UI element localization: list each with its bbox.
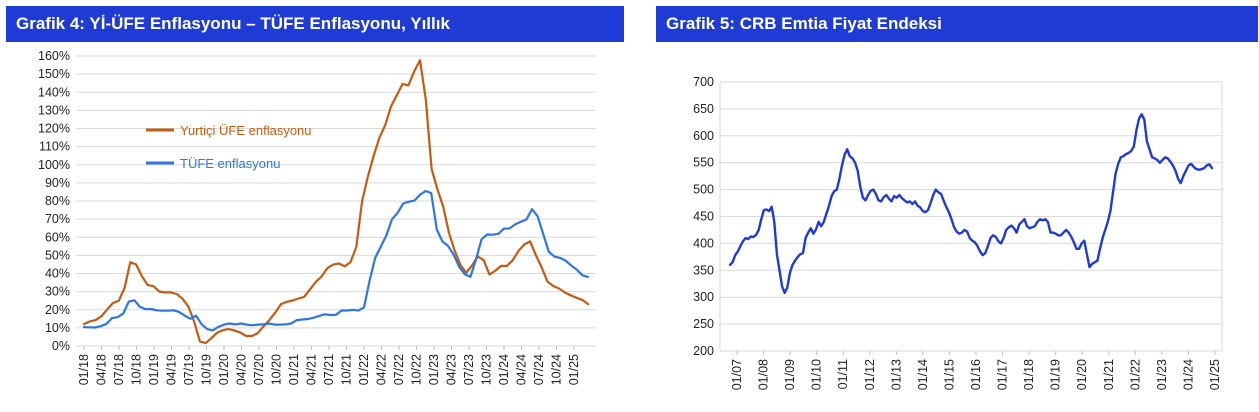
x-tick-label: 01/18 [1022, 359, 1036, 390]
x-tick-label: 04/20 [235, 354, 249, 385]
x-tick-label: 01/25 [567, 354, 581, 385]
x-tick-label: 01/15 [942, 359, 956, 390]
x-tick-label: 10/21 [340, 354, 354, 385]
y-tick-label: 160% [38, 49, 70, 63]
y-tick-label: 60% [45, 230, 70, 244]
y-tick-label: 200 [693, 344, 714, 358]
x-tick-label: 01/19 [1049, 359, 1063, 390]
x-tick-label: 01/08 [757, 359, 771, 390]
x-tick-label: 07/20 [252, 354, 266, 385]
x-tick-label: 04/19 [165, 354, 179, 385]
x-tick-label: 04/22 [375, 354, 389, 385]
y-tick-label: 20% [45, 303, 70, 317]
y-tick-label: 0% [52, 339, 70, 353]
x-tick-label: 01/09 [783, 359, 797, 390]
x-tick-label: 01/23 [1155, 359, 1169, 390]
y-tick-label: 40% [45, 267, 70, 281]
x-tick-label: 07/19 [182, 354, 196, 385]
x-tick-label: 01/19 [147, 354, 161, 385]
x-tick-label: 01/18 [77, 354, 91, 385]
y-tick-label: 130% [38, 103, 70, 117]
legend-label: TÜFE enflasyonu [180, 156, 280, 171]
x-tick-label: 01/21 [1102, 359, 1116, 390]
y-tick-label: 50% [45, 248, 70, 262]
y-tick-label: 250 [693, 317, 714, 331]
y-tick-label: 90% [45, 176, 70, 190]
series-line-1 [728, 113, 1214, 295]
x-tick-label: 04/21 [305, 354, 319, 385]
y-tick-label: 120% [38, 122, 70, 136]
x-tick-label: 01/10 [810, 359, 824, 390]
x-tick-label: 10/18 [130, 354, 144, 385]
y-tick-label: 350 [693, 263, 714, 277]
y-tick-label: 300 [693, 290, 714, 304]
legend-label: Yurtiçi ÜFE enflasyonu [180, 123, 312, 138]
chart-panel-crb: Grafik 5: CRB Emtia Fiyat Endeksi 200 250… [650, 0, 1259, 412]
x-tick-label: 10/20 [270, 354, 284, 385]
x-tick-label: 07/21 [322, 354, 336, 385]
x-tick-label: 01/22 [357, 354, 371, 385]
x-tick-label: 10/22 [410, 354, 424, 385]
series-line-1 [82, 59, 590, 345]
x-tick-label: 04/24 [515, 354, 529, 385]
x-tick-label: 04/18 [95, 354, 109, 385]
x-tick-label: 07/18 [112, 354, 126, 385]
y-tick-label: 400 [693, 236, 714, 250]
y-tick-label: 650 [693, 102, 714, 116]
y-tick-label: 550 [693, 156, 714, 170]
x-tick-label: 10/23 [480, 354, 494, 385]
x-tick-label: 10/24 [550, 354, 564, 385]
series-line-2 [82, 189, 590, 332]
chart-title: Grafik 4: Yİ-ÜFE Enflasyonu – TÜFE Enfla… [6, 6, 624, 42]
x-tick-label: 07/24 [532, 354, 546, 385]
chart-crb-svg: 200 250 300 350 400 450 500 550 600 650 700 01/07 01… [693, 75, 1223, 390]
chart-title: Grafik 5: CRB Emtia Fiyat Endeksi [656, 6, 1258, 42]
y-tick-label: 500 [693, 183, 714, 197]
y-tick-label: 140% [38, 85, 70, 99]
x-tick-label: 01/12 [863, 359, 877, 390]
x-tick-label: 01/11 [836, 359, 850, 389]
x-tick-label: 07/22 [392, 354, 406, 385]
x-tick-label: 01/16 [969, 359, 983, 390]
x-tick-label: 01/20 [1075, 359, 1089, 390]
x-tick-label: 01/24 [497, 354, 511, 385]
y-tick-label: 110% [39, 140, 70, 154]
x-tick-label: 07/23 [462, 354, 476, 385]
x-tick-label: 01/17 [996, 359, 1010, 390]
x-tick-label: 01/22 [1128, 359, 1142, 390]
y-tick-label: 600 [693, 129, 714, 143]
y-tick-label: 450 [693, 210, 714, 224]
y-tick-label: 150% [38, 67, 70, 81]
y-tick-label: 70% [45, 212, 70, 226]
x-tick-label: 01/21 [287, 354, 301, 385]
x-tick-label: 01/07 [730, 359, 744, 390]
x-tick-label: 10/19 [200, 354, 214, 385]
x-tick-label: 01/14 [916, 359, 930, 390]
chart-panel-ufe-tufe: Grafik 4: Yİ-ÜFE Enflasyonu – TÜFE Enfla… [6, 6, 624, 385]
x-tick-label: 01/13 [889, 359, 903, 390]
y-tick-label: 100% [38, 158, 70, 172]
x-tick-label: 01/23 [427, 354, 441, 385]
chart-ufe-tufe-svg: 0% 10% 20% 30% 40% 50% 60% 70% 80% 90% 100% 110% 120… [38, 49, 596, 385]
y-tick-label: 80% [45, 194, 70, 208]
y-tick-label: 700 [693, 75, 714, 89]
x-tick-label: 04/23 [445, 354, 459, 385]
y-tick-label: 30% [45, 285, 70, 299]
x-tick-label: 01/24 [1181, 359, 1195, 390]
x-tick-label: 01/25 [1208, 359, 1222, 390]
x-tick-label: 01/20 [217, 354, 231, 385]
y-tick-label: 10% [45, 321, 70, 335]
